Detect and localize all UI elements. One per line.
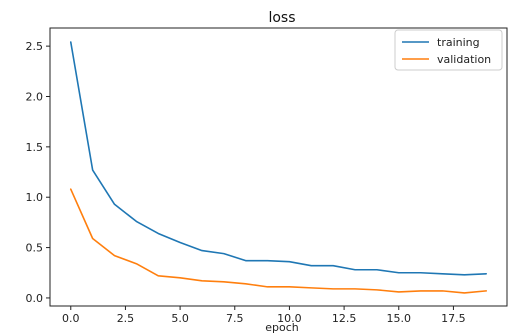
legend-box xyxy=(394,29,503,71)
plot-area xyxy=(49,27,508,307)
plot-border xyxy=(49,27,508,307)
legend-label-training: training xyxy=(437,36,480,49)
y-tick-label: 0.5 xyxy=(26,242,44,255)
x-tick-label: 10.0 xyxy=(277,312,302,325)
x-tick-label: 15.0 xyxy=(387,312,412,325)
x-tick-label: 7.5 xyxy=(226,312,244,325)
x-axis: 0.0 2.5 5.0 7.5 10.0 12.5 15.0 17.5 xyxy=(62,306,466,325)
chart-title: loss xyxy=(268,10,295,26)
x-tick-label: 12.5 xyxy=(332,312,357,325)
series-layer xyxy=(69,41,488,294)
x-tick-label: 0.0 xyxy=(62,312,80,325)
y-tick-label: 2.5 xyxy=(26,40,44,53)
y-axis: 0.0 0.5 1.0 1.5 2.0 2.5 xyxy=(26,40,50,305)
legend-label-validation: validation xyxy=(437,53,491,66)
legend: training validation xyxy=(394,29,503,71)
series-line-training xyxy=(69,41,488,276)
series-line-validation xyxy=(69,188,488,294)
y-tick-label: 0.0 xyxy=(26,292,44,305)
x-tick-label: 2.5 xyxy=(117,312,135,325)
x-tick-label: 17.5 xyxy=(441,312,466,325)
y-tick-label: 2.0 xyxy=(26,90,44,103)
x-tick-label: 5.0 xyxy=(171,312,189,325)
y-tick-label: 1.0 xyxy=(26,191,44,204)
x-axis-label: epoch xyxy=(265,321,299,333)
y-tick-label: 1.5 xyxy=(26,141,44,154)
